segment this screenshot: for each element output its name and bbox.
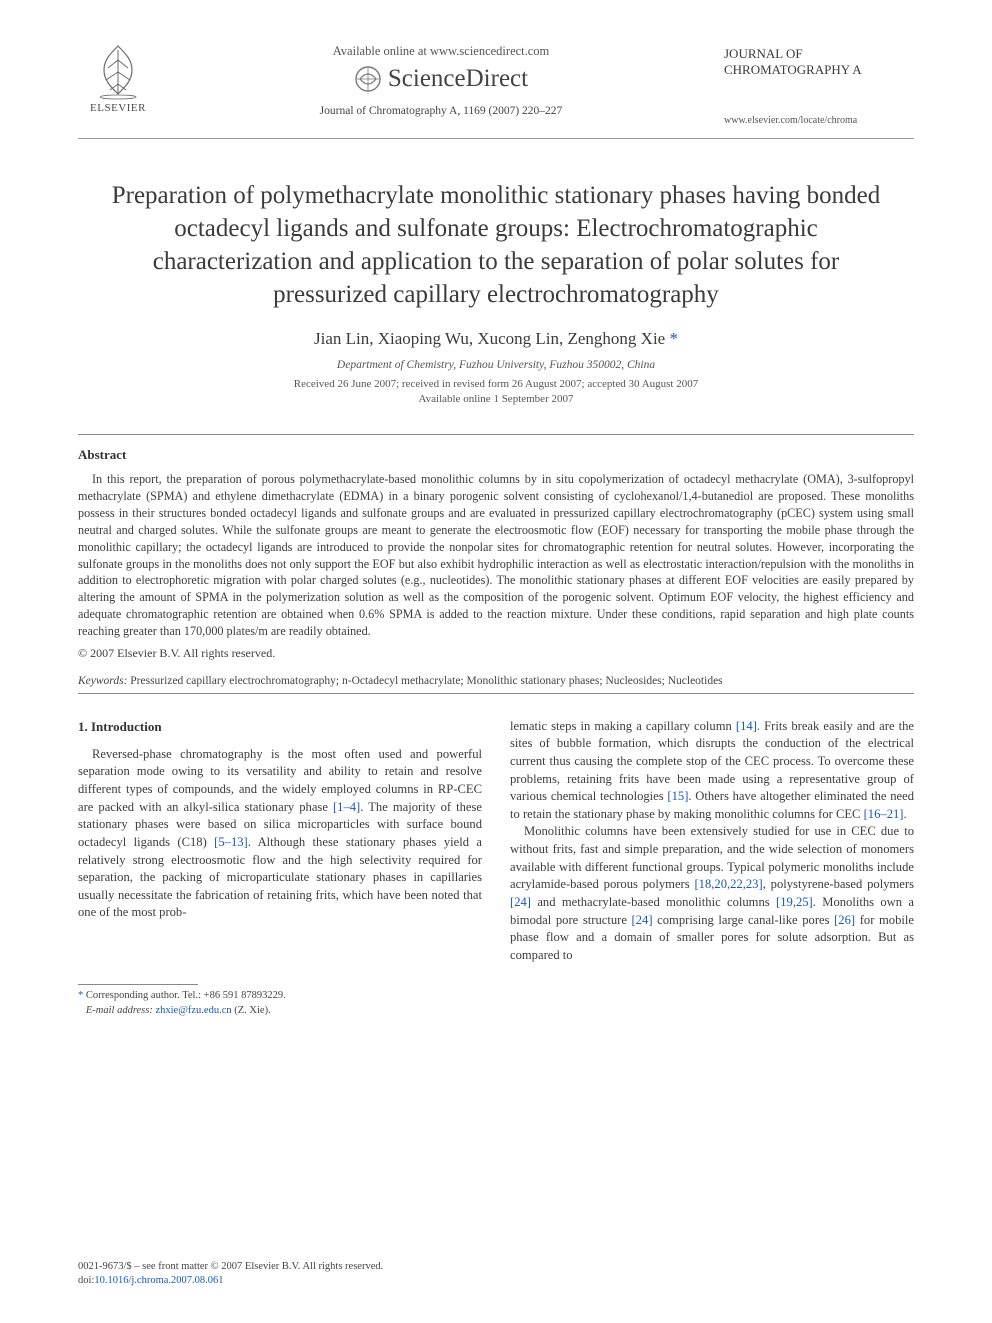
article-dates: Received 26 June 2007; received in revis… — [78, 377, 914, 409]
body-columns: 1. Introduction Reversed-phase chromatog… — [78, 718, 914, 1019]
author-list: Jian Lin, Xiaoping Wu, Xucong Lin, Zengh… — [78, 329, 914, 349]
authors-names: Jian Lin, Xiaoping Wu, Xucong Lin, Zengh… — [314, 329, 665, 348]
article-page: ELSEVIER Available online at www.science… — [0, 0, 992, 1048]
ref-link-16-21[interactable]: [16–21] — [864, 807, 904, 821]
publisher-logo-block: ELSEVIER — [78, 40, 158, 114]
ref-link-26[interactable]: [26] — [834, 913, 855, 927]
ref-link-24b[interactable]: [24] — [632, 913, 653, 927]
intro-para-1-left: Reversed-phase chromatography is the mos… — [78, 746, 482, 922]
citation-line: Journal of Chromatography A, 1169 (2007)… — [158, 105, 724, 117]
header-band: ELSEVIER Available online at www.science… — [78, 40, 914, 139]
footer-front-matter: 0021-9673/$ – see front matter © 2007 El… — [78, 1261, 383, 1272]
journal-display-name: JOURNAL OF CHROMATOGRAPHY A — [724, 46, 914, 79]
ref-link-5-13[interactable]: [5–13] — [214, 835, 248, 849]
publisher-name: ELSEVIER — [90, 102, 146, 114]
ref-link-24[interactable]: [24] — [510, 895, 531, 909]
keywords-label: Keywords: — [78, 675, 127, 687]
elsevier-tree-icon — [90, 40, 146, 100]
correspondence-block: * Corresponding author. Tel.: +86 591 87… — [78, 989, 482, 1018]
intro-para-1-right: lematic steps in making a capillary colu… — [510, 718, 914, 824]
ref-link-18-23[interactable]: [18,20,22,23] — [694, 877, 762, 891]
affiliation: Department of Chemistry, Fuzhou Universi… — [78, 359, 914, 371]
doi-prefix: doi: — [78, 1275, 94, 1286]
email-label: E-mail address: — [86, 1005, 153, 1016]
corr-star-icon: * — [78, 990, 83, 1001]
ref-link-15[interactable]: [15] — [667, 789, 688, 803]
corr-email[interactable]: zhxie@fzu.edu.cn — [155, 1005, 231, 1016]
header-center: Available online at www.sciencedirect.co… — [158, 40, 724, 117]
divider-top — [78, 434, 914, 435]
column-left: 1. Introduction Reversed-phase chromatog… — [78, 718, 482, 1019]
available-online-line: Available online at www.sciencedirect.co… — [158, 44, 724, 59]
abstract-text: In this report, the preparation of porou… — [78, 471, 914, 639]
article-title: Preparation of polymethacrylate monolith… — [98, 179, 894, 311]
ref-link-19-25[interactable]: [19,25] — [776, 895, 813, 909]
ref-link-14[interactable]: [14] — [736, 719, 757, 733]
online-line: Available online 1 September 2007 — [419, 393, 574, 405]
sciencedirect-logo[interactable]: ScienceDirect — [354, 65, 528, 93]
column-right: lematic steps in making a capillary colu… — [510, 718, 914, 1019]
divider-bottom — [78, 693, 914, 694]
received-line: Received 26 June 2007; received in revis… — [294, 378, 698, 390]
abstract-copyright: © 2007 Elsevier B.V. All rights reserved… — [78, 646, 914, 661]
intro-para-2-right: Monolithic columns have been extensively… — [510, 823, 914, 964]
header-right: JOURNAL OF CHROMATOGRAPHY A www.elsevier… — [724, 40, 914, 126]
corr-line: Corresponding author. Tel.: +86 591 8789… — [86, 990, 286, 1001]
sciencedirect-wordmark: ScienceDirect — [388, 65, 528, 93]
correspondence-divider — [78, 984, 198, 985]
page-footer: 0021-9673/$ – see front matter © 2007 El… — [78, 1260, 383, 1289]
keywords-text: Pressurized capillary electrochromatogra… — [130, 675, 722, 687]
keywords-line: Keywords: Pressurized capillary electroc… — [78, 675, 914, 687]
abstract-heading: Abstract — [78, 447, 914, 463]
sciencedirect-icon — [354, 65, 382, 93]
corresponding-star-icon: * — [665, 329, 678, 348]
journal-url[interactable]: www.elsevier.com/locate/chroma — [724, 115, 914, 126]
corr-email-who: (Z. Xie). — [234, 1005, 270, 1016]
ref-link-1-4[interactable]: [1–4] — [333, 800, 360, 814]
doi-link[interactable]: 10.1016/j.chroma.2007.08.061 — [94, 1275, 223, 1286]
section-heading-intro: 1. Introduction — [78, 718, 482, 736]
